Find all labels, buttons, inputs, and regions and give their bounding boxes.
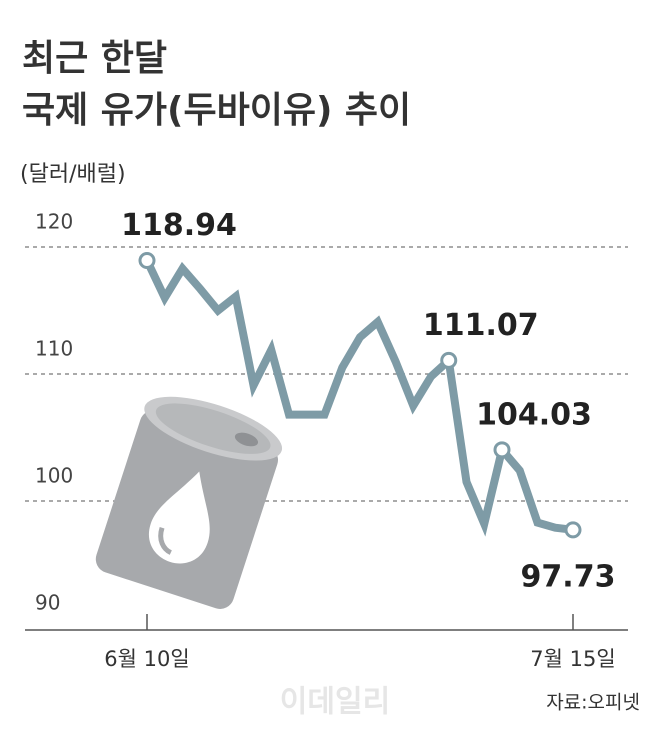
data-label: 111.07 <box>423 308 539 343</box>
x-tick-label: 6월 10일 <box>104 647 189 671</box>
chart-subtitle: 국제 유가(두바이유) 추이 <box>22 90 411 131</box>
data-label: 118.94 <box>121 208 237 243</box>
data-label: 104.03 <box>476 397 592 432</box>
watermark: 이데일리 <box>280 685 390 720</box>
x-tick-label: 7월 15일 <box>530 647 615 671</box>
point-marker <box>440 351 458 369</box>
y-axis-label: (달러/배럴) <box>20 162 126 187</box>
y-tick-label: 90 <box>35 591 60 615</box>
source: 자료:오피넷 <box>546 692 640 714</box>
y-tick-label: 120 <box>35 210 73 234</box>
oil-barrel-icon <box>95 396 283 609</box>
data-label: 97.73 <box>521 559 616 594</box>
chart-title: 최근 한달 <box>22 38 167 79</box>
point-marker <box>493 441 511 459</box>
point-marker <box>564 521 582 539</box>
point-marker <box>138 251 156 269</box>
y-tick-label: 110 <box>35 337 73 361</box>
y-tick-label: 100 <box>35 464 73 488</box>
